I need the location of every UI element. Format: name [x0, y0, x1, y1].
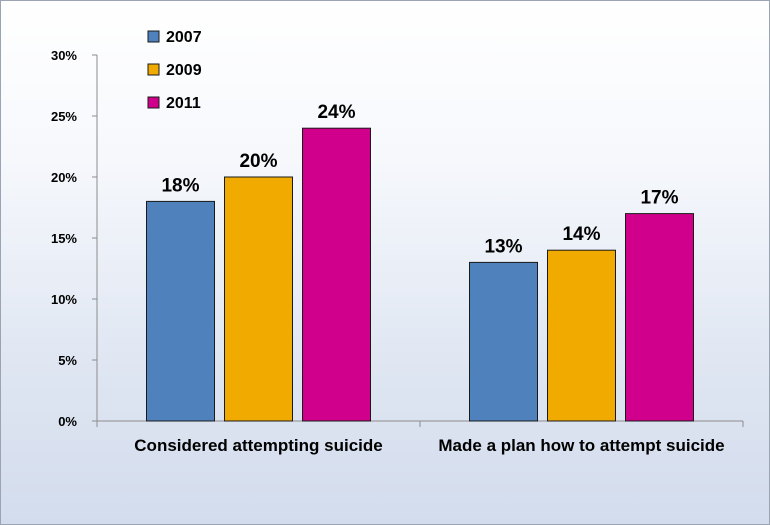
- x-category-label: Made a plan how to attempt suicide: [438, 436, 724, 455]
- y-tick-label: 30%: [51, 48, 77, 63]
- bar-2007: [469, 261, 538, 422]
- legend-swatch-2011: [147, 96, 160, 109]
- data-label: 18%: [161, 175, 199, 196]
- y-tick-label: 25%: [51, 109, 77, 124]
- legend-label: 2007: [166, 29, 202, 46]
- bar-2011: [302, 127, 371, 422]
- y-tick-label: 0%: [58, 414, 77, 429]
- bar-2011: [625, 213, 694, 422]
- y-tick-label: 10%: [51, 292, 77, 307]
- bar-2009: [547, 249, 616, 422]
- legend-label: 2011: [166, 95, 201, 112]
- data-label: 24%: [317, 102, 355, 123]
- legend-label: 2009: [166, 62, 202, 79]
- y-tick-label: 5%: [58, 353, 77, 368]
- data-label: 20%: [239, 151, 277, 172]
- data-label: 13%: [484, 236, 522, 257]
- legend-swatch-2009: [147, 63, 160, 76]
- legend-swatch-2007: [147, 30, 160, 43]
- x-category-label: Considered attempting suicide: [134, 436, 382, 455]
- bar-2009: [224, 176, 293, 422]
- data-label: 17%: [640, 188, 678, 209]
- bar-2007: [146, 200, 215, 422]
- y-tick-label: 20%: [51, 170, 77, 185]
- data-label: 14%: [562, 224, 600, 245]
- y-tick-label: 15%: [51, 231, 77, 246]
